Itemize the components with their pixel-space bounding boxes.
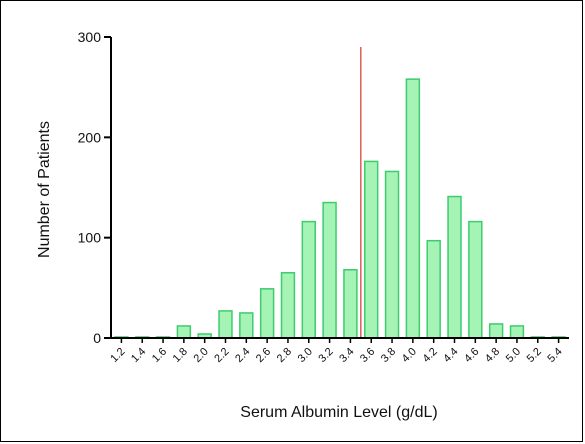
x-tick-label: 2.0 xyxy=(192,346,211,365)
bar-4.2 xyxy=(426,239,441,339)
y-tick-label: 100 xyxy=(78,230,102,246)
x-tick-label: 3.4 xyxy=(337,346,356,365)
bar-2.8 xyxy=(280,272,296,339)
y-axis-title: Number of Patients xyxy=(36,121,53,258)
bar-3.6 xyxy=(364,160,379,339)
x-tick-label: 4.6 xyxy=(462,346,481,365)
y-tick-label: 0 xyxy=(93,330,101,346)
x-tick-label: 1.6 xyxy=(150,346,169,365)
y-tick-label: 300 xyxy=(78,29,102,45)
bar-4.8 xyxy=(488,323,504,339)
x-tick-label: 3.6 xyxy=(358,346,377,365)
x-tick-label: 4.0 xyxy=(400,346,419,365)
bar-4.6 xyxy=(468,220,483,339)
bars-group xyxy=(114,78,566,339)
x-axis-title: Serum Albumin Level (g/dL) xyxy=(240,404,437,421)
bar-4.0 xyxy=(405,78,421,339)
x-tick-label: 3.8 xyxy=(379,346,398,365)
x-ticks-group: 1.2 1.4 1.6 1.8 2.0 2.2 2.4 2.6 2.8 3.0 3.2 3.4 3.6 3… xyxy=(108,338,565,365)
bar-5.0 xyxy=(509,325,525,339)
bar-1.8 xyxy=(176,325,192,339)
x-tick-label: 2.6 xyxy=(254,346,273,365)
x-tick-label: 2.4 xyxy=(233,346,252,365)
bar-2.6 xyxy=(259,288,275,339)
bar-4.4 xyxy=(447,195,462,339)
x-tick-label: 5.4 xyxy=(545,346,564,365)
x-tick-label: 2.2 xyxy=(212,346,231,365)
x-tick-label: 4.2 xyxy=(421,346,440,365)
x-tick-label: 4.8 xyxy=(483,346,502,365)
bar-3.2 xyxy=(322,201,337,339)
x-tick-label: 1.8 xyxy=(171,346,190,365)
bar-3.4 xyxy=(343,269,358,339)
y-ticks-group: 0 100 200 300 xyxy=(78,29,111,346)
x-tick-label: 5.2 xyxy=(525,346,544,365)
x-tick-label: 5.0 xyxy=(504,346,523,365)
bar-3.0 xyxy=(301,220,316,339)
bar-3.8 xyxy=(384,170,400,339)
x-tick-label: 3.2 xyxy=(316,346,335,365)
x-tick-label: 2.8 xyxy=(275,346,294,365)
bar-2.2 xyxy=(218,310,233,339)
x-tick-label: 1.4 xyxy=(129,346,148,365)
x-tick-label: 3.0 xyxy=(296,346,315,365)
bar-2.4 xyxy=(239,312,254,339)
x-tick-label: 1.2 xyxy=(108,346,127,365)
x-tick-label: 4.4 xyxy=(441,346,460,365)
y-tick-label: 200 xyxy=(78,129,102,145)
